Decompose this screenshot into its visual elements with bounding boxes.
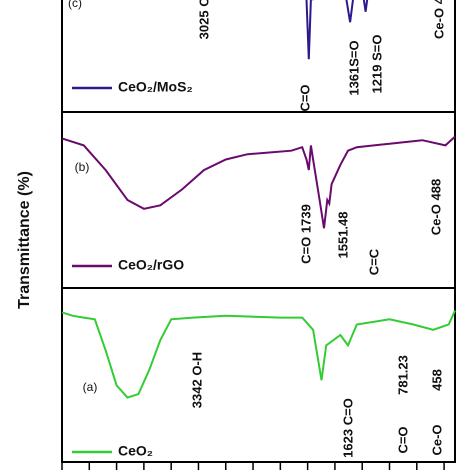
spectrum-line: [61, 135, 456, 229]
peak-annotation: Ce-O 488: [428, 179, 443, 235]
peak-annotation: Ce-O: [429, 424, 444, 455]
y-axis-label: Transmittance (%): [16, 171, 33, 309]
peak-annotation: (a): [83, 380, 98, 394]
peak-annotation: 1219 S=O: [369, 35, 384, 94]
legend-label: CeO₂: [118, 443, 153, 459]
peak-annotation: 1551.48: [335, 212, 350, 259]
peak-annotation: 3342 O-H: [189, 352, 204, 408]
legend-label: CeO₂/rGO: [118, 257, 184, 273]
peak-annotation: C=O: [297, 84, 312, 111]
peak-annotation: 1361S=O: [346, 40, 361, 95]
panel-frame: [61, 287, 456, 463]
peak-annotation: (b): [75, 160, 90, 174]
peak-annotation: 3025 O: [196, 0, 211, 39]
peak-annotation: 781.23: [395, 355, 410, 395]
peak-annotation: (c): [68, 0, 82, 10]
peak-annotation: C=C: [366, 248, 381, 275]
spectrum-line: [61, 310, 456, 399]
legend-label: CeO₂/MoS₂: [118, 79, 193, 95]
peak-annotation: Ce-O 4: [431, 0, 446, 39]
peak-annotation: C=O: [395, 426, 410, 453]
spectrum-line: [305, 0, 369, 60]
peak-annotation: C=O 1739: [298, 204, 313, 264]
peak-annotation: 1623 C=O: [340, 398, 355, 458]
peak-annotation: 458: [429, 369, 444, 391]
